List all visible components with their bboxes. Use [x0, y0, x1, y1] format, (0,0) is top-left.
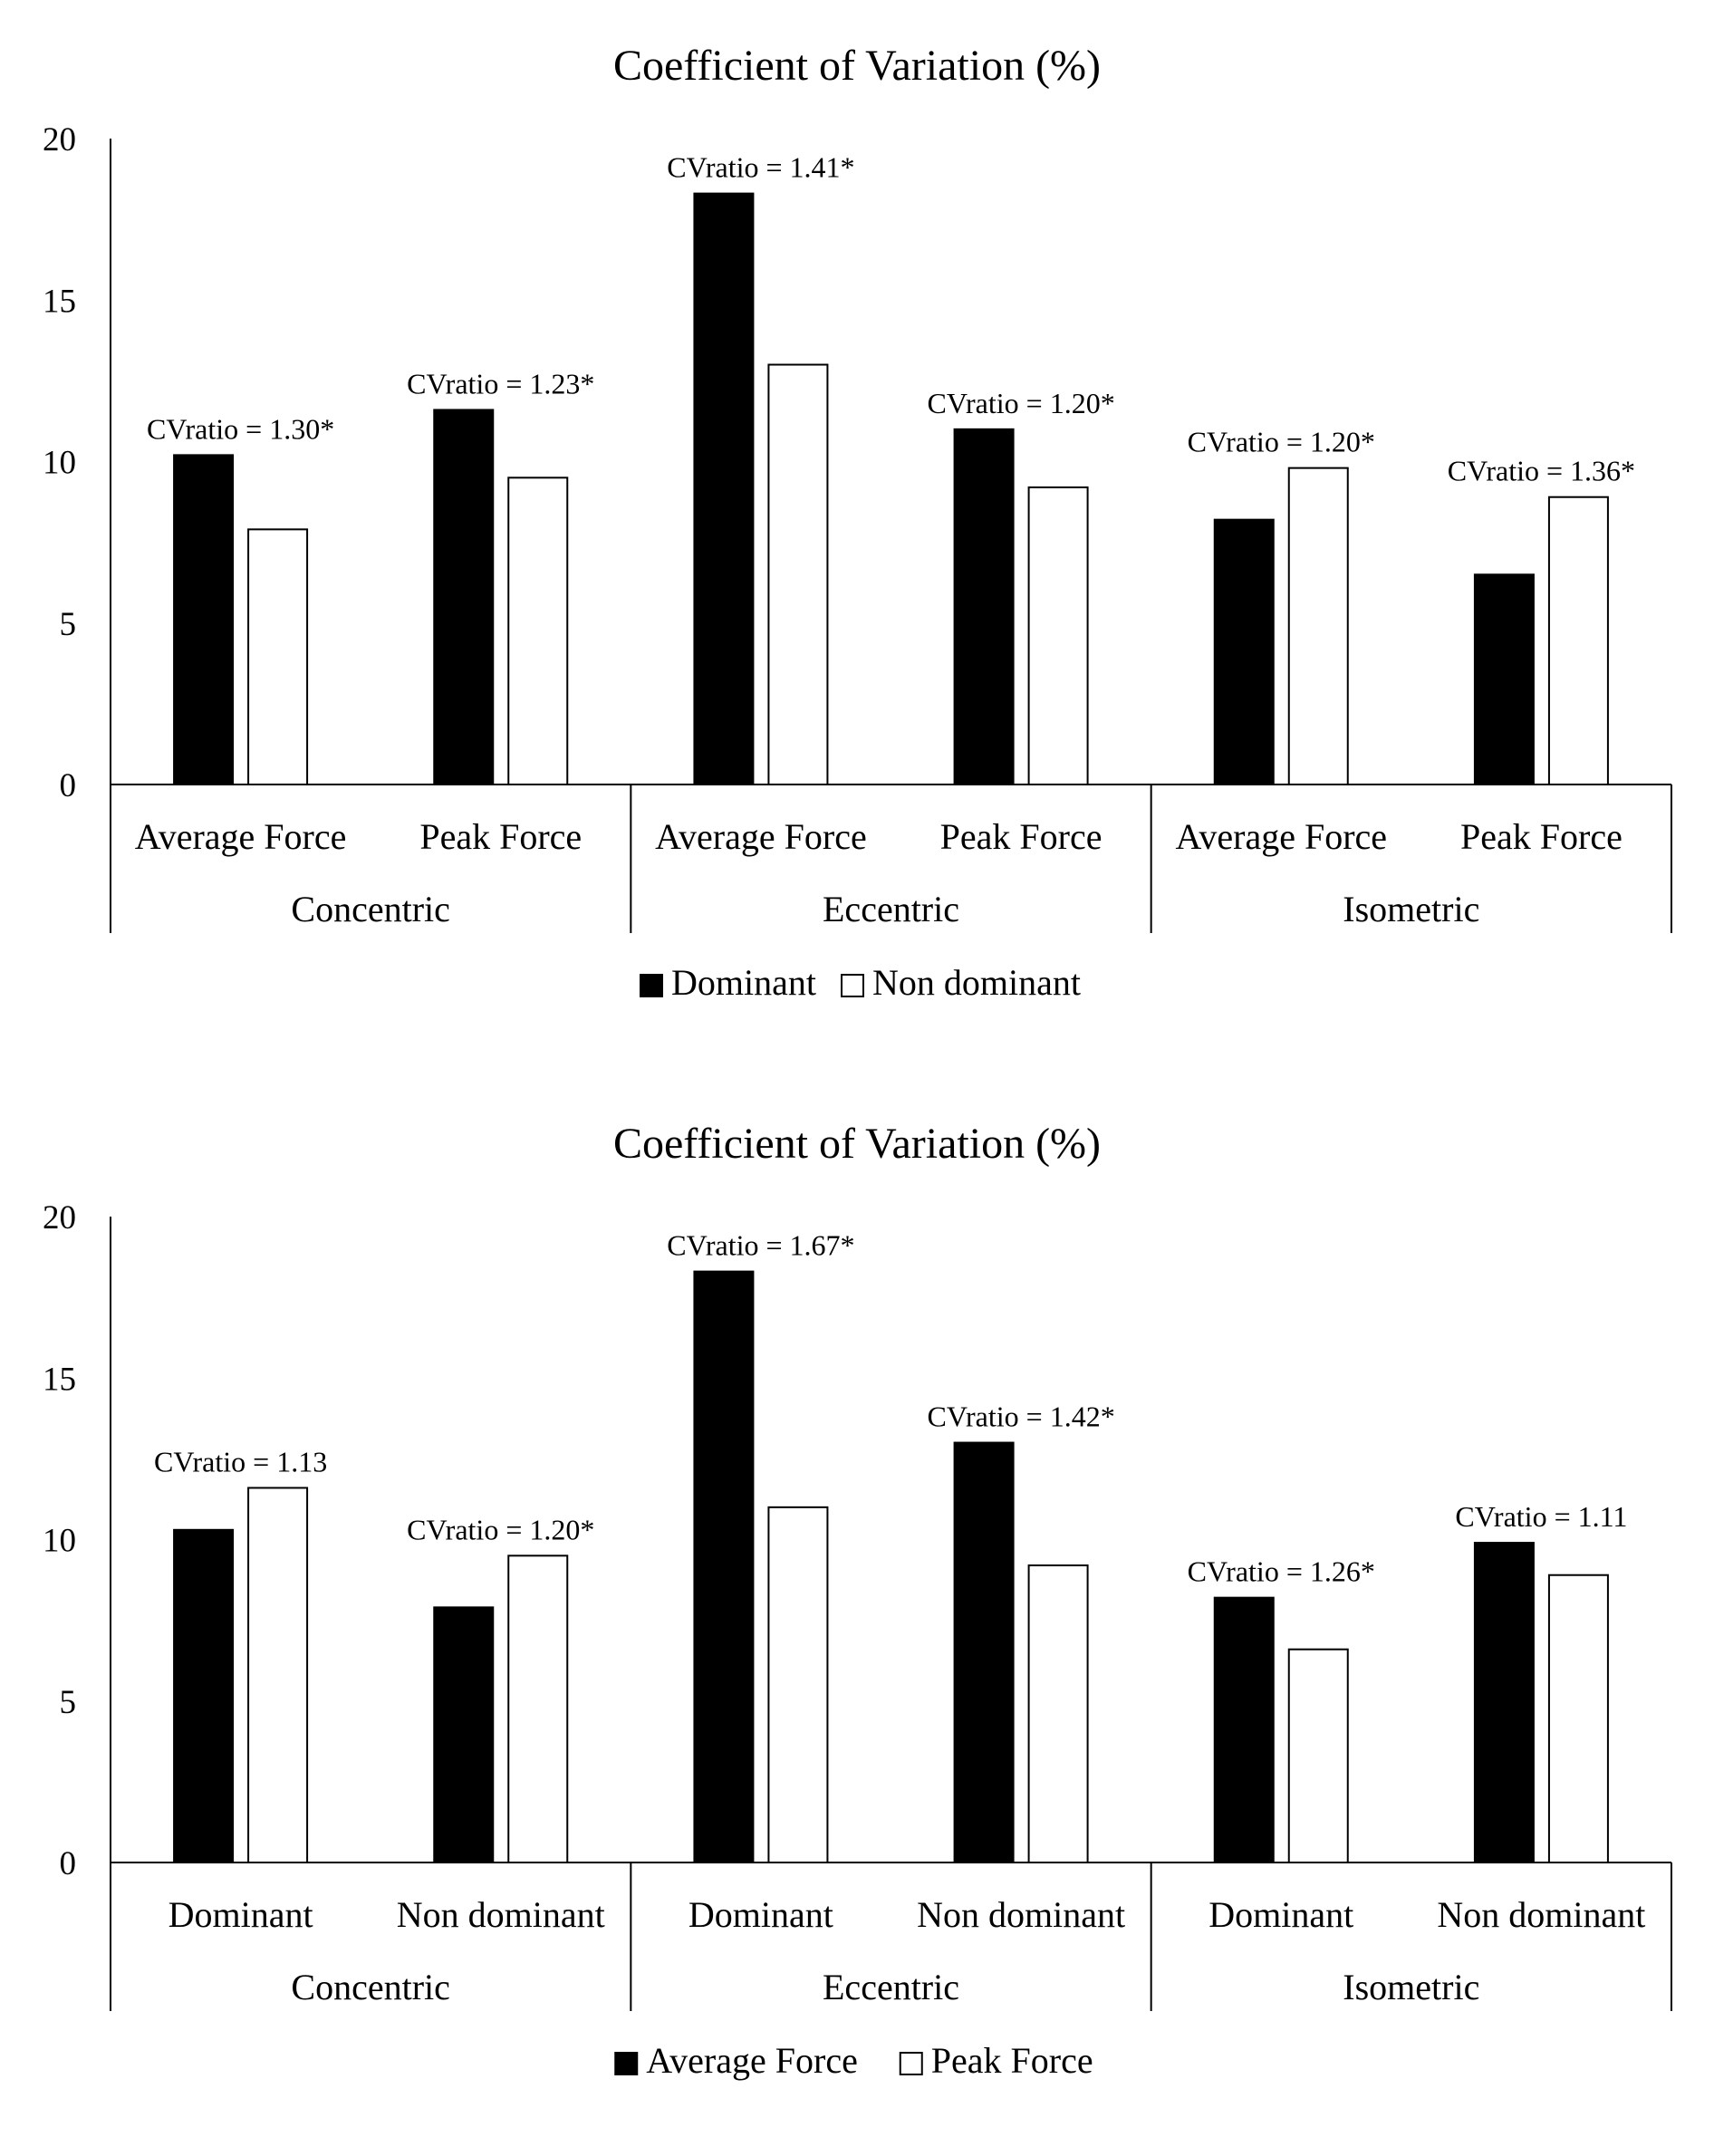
category-label: Average Force	[135, 816, 347, 857]
cvratio-annotation: CVratio = 1.42*	[927, 1400, 1114, 1433]
y-tick-label: 5	[60, 1684, 77, 1721]
cvratio-annotation: CVratio = 1.41*	[667, 151, 854, 184]
y-tick-label: 15	[43, 283, 76, 320]
bar-non-dominant	[1027, 486, 1089, 786]
group-label: Concentric	[291, 1967, 450, 2007]
legend-label: Peak Force	[931, 2040, 1093, 2081]
bar-dominant	[433, 409, 495, 785]
y-tick-label: 0	[60, 1845, 77, 1882]
chart-bottom: Coefficient of Variation (%) 0 5 10 15 20 Conc…	[43, 1120, 1672, 2081]
legend-swatch	[899, 2052, 923, 2075]
category-label: Non dominant	[397, 1894, 605, 1935]
y-tick-label: 20	[43, 121, 76, 159]
cvratio-annotation: CVratio = 1.20*	[1188, 426, 1375, 458]
bar-average-force	[1473, 1542, 1535, 1863]
bar-non-dominant	[507, 476, 569, 785]
chart-title: Coefficient of Variation (%)	[613, 42, 1101, 90]
cvratio-annotation: CVratio = 1.20*	[927, 387, 1114, 419]
cvratio-annotation: CVratio = 1.30*	[147, 412, 334, 445]
bar-dominant	[173, 454, 235, 785]
bar-non-dominant	[1547, 496, 1609, 786]
bar-average-force	[693, 1270, 755, 1864]
bar-non-dominant	[767, 363, 829, 785]
bar-average-force	[433, 1606, 495, 1863]
bar-dominant	[1213, 518, 1275, 785]
legend-label: Non dominant	[872, 962, 1081, 1003]
bar-peak-force	[767, 1506, 829, 1863]
category-label: Non dominant	[917, 1894, 1125, 1935]
cvratio-annotation: CVratio = 1.26*	[1188, 1555, 1375, 1588]
category-label: Dominant	[1208, 1894, 1353, 1935]
category-label: Non dominant	[1437, 1894, 1645, 1935]
y-tick-label: 0	[60, 767, 77, 804]
legend-label: Dominant	[671, 962, 816, 1003]
category-label: Peak Force	[419, 816, 582, 857]
bar-average-force	[953, 1441, 1015, 1863]
legend: Average Force Peak Force	[614, 2040, 1093, 2081]
group-label: Eccentric	[823, 889, 959, 929]
legend-label: Average Force	[646, 2040, 858, 2081]
category-label: Peak Force	[940, 816, 1103, 857]
cvratio-annotation: CVratio = 1.20*	[407, 1513, 594, 1545]
bar-average-force	[1213, 1596, 1275, 1863]
bar-peak-force	[247, 1487, 309, 1863]
legend-swatch	[640, 974, 663, 997]
category-label: Average Force	[1175, 816, 1387, 857]
cvratio-annotation: CVratio = 1.11	[1455, 1500, 1627, 1533]
legend-swatch	[841, 974, 864, 997]
category-label: Dominant	[169, 1894, 313, 1935]
cvratio-annotation: CVratio = 1.36*	[1448, 455, 1635, 487]
cvratio-annotation: CVratio = 1.13	[154, 1445, 327, 1477]
category-label: Average Force	[655, 816, 867, 857]
bar-peak-force	[1287, 1648, 1349, 1864]
bar-dominant	[1473, 573, 1535, 786]
bar-peak-force	[1027, 1564, 1089, 1864]
chart-title: Coefficient of Variation (%)	[613, 1120, 1101, 1168]
cvratio-annotation: CVratio = 1.67*	[667, 1229, 854, 1262]
group-label: Isometric	[1343, 889, 1479, 929]
legend: Dominant Non dominant	[640, 962, 1081, 1003]
y-tick-label: 10	[43, 1523, 76, 1560]
y-tick-label: 15	[43, 1361, 76, 1398]
bar-dominant	[953, 428, 1015, 785]
group-label: Eccentric	[823, 1967, 959, 2007]
y-tick-label: 20	[43, 1199, 76, 1237]
y-tick-label: 5	[60, 606, 77, 643]
category-label: Peak Force	[1460, 816, 1623, 857]
bar-peak-force	[507, 1554, 569, 1863]
legend-swatch	[614, 2052, 639, 2075]
cvratio-annotation: CVratio = 1.23*	[407, 367, 594, 399]
y-tick-label: 10	[43, 445, 76, 482]
bar-non-dominant	[1287, 467, 1349, 785]
bar-non-dominant	[247, 528, 309, 785]
bar-average-force	[173, 1528, 235, 1863]
group-label: Isometric	[1343, 1967, 1479, 2007]
chart-top: Coefficient of Variation (%) 0 5 10 15 20 Conc…	[43, 42, 1672, 1003]
group-label: Concentric	[291, 889, 450, 929]
category-label: Dominant	[688, 1894, 833, 1935]
bar-peak-force	[1547, 1574, 1609, 1864]
bar-dominant	[693, 192, 755, 786]
